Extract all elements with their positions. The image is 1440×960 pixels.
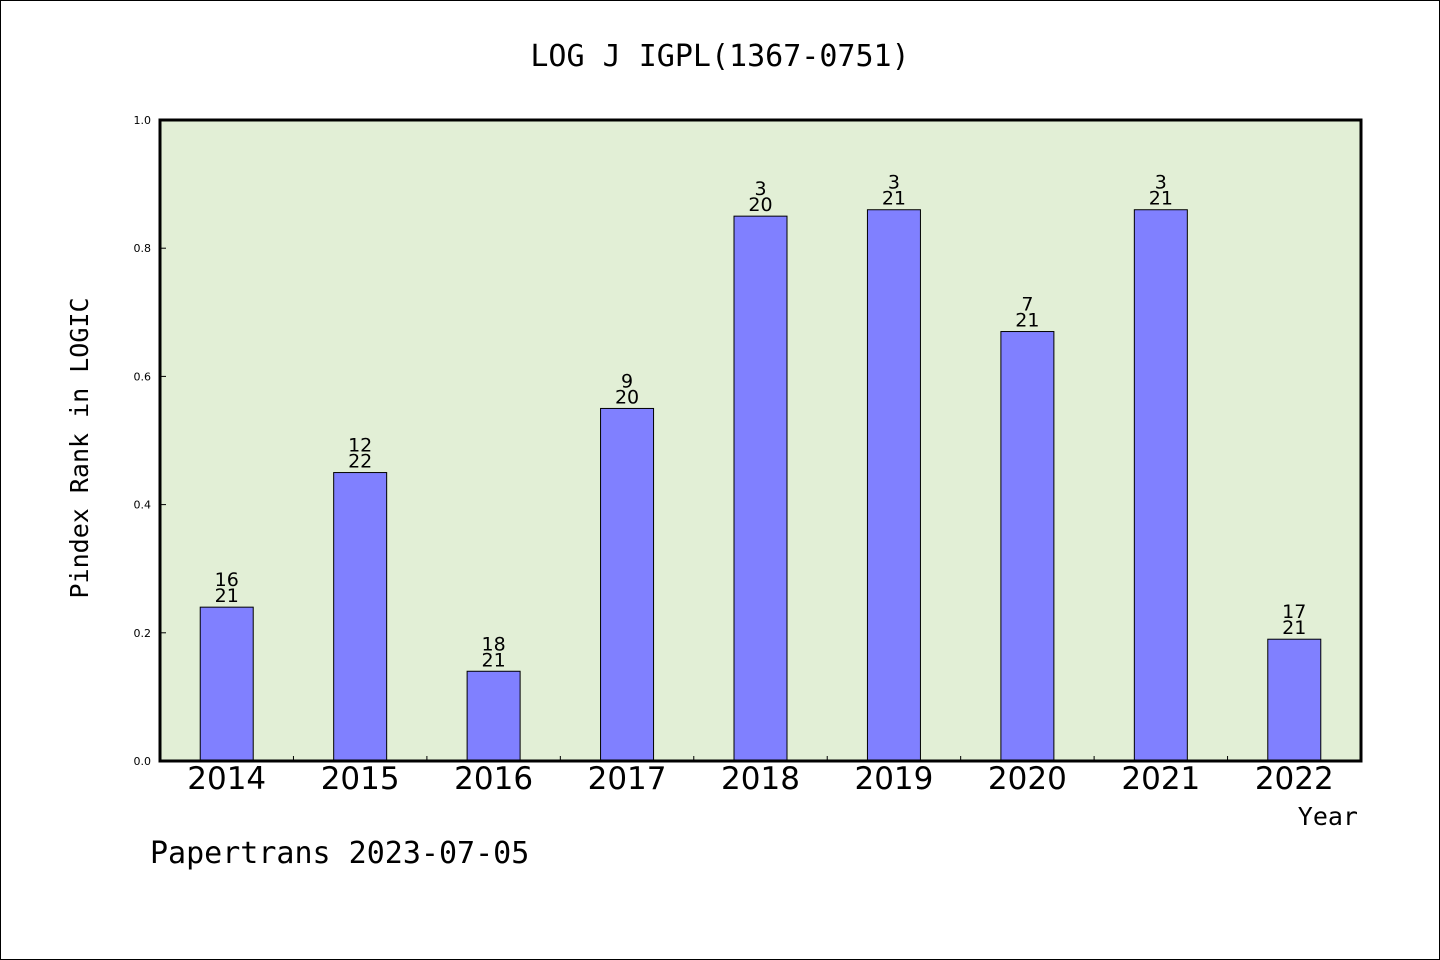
bar-label-bottom-2021: 21 bbox=[1149, 188, 1173, 210]
y-tick-label-0.4: 0.4 bbox=[134, 499, 152, 512]
x-axis-label: Year bbox=[1298, 802, 1358, 831]
x-tick-label-2016: 2016 bbox=[454, 761, 533, 797]
bar-label-bottom-2015: 22 bbox=[348, 451, 372, 473]
chart-title: LOG J IGPL(1367-0751) bbox=[530, 39, 909, 74]
bar-label-bottom-2016: 21 bbox=[482, 649, 506, 671]
bar-2016 bbox=[466, 670, 521, 762]
plot-border bbox=[158, 118, 1363, 763]
bar-label-top-2014: 16 bbox=[215, 569, 239, 591]
bar-2018 bbox=[733, 215, 788, 762]
bar-label-top-2015: 12 bbox=[348, 435, 372, 457]
bar-label-top-2021: 3 bbox=[1155, 172, 1167, 194]
bar-2021 bbox=[1133, 209, 1188, 762]
y-tick-label-0.0: 0.0 bbox=[134, 755, 152, 768]
x-tick-label-2017: 2017 bbox=[588, 761, 667, 797]
bar-label-top-2019: 3 bbox=[888, 172, 900, 194]
x-tick-label-2022: 2022 bbox=[1255, 761, 1334, 797]
x-tick-label-2019: 2019 bbox=[854, 761, 933, 797]
bar-2020 bbox=[1000, 331, 1055, 762]
bar-label-bottom-2014: 21 bbox=[215, 585, 239, 607]
y-tick-label-0.8: 0.8 bbox=[134, 242, 152, 255]
y-tick-label-0.6: 0.6 bbox=[134, 370, 152, 383]
bar-label-bottom-2019: 21 bbox=[882, 188, 906, 210]
bar-label-bottom-2022: 21 bbox=[1282, 617, 1306, 639]
bar-label-top-2020: 7 bbox=[1021, 294, 1033, 316]
bar-2017 bbox=[600, 407, 655, 762]
bar-2015 bbox=[333, 472, 388, 762]
y-tick-label-0.2: 0.2 bbox=[134, 627, 152, 640]
bar-label-bottom-2020: 21 bbox=[1015, 310, 1039, 332]
bars-group bbox=[199, 209, 1322, 762]
x-tick-label-2020: 2020 bbox=[988, 761, 1067, 797]
bar-2022 bbox=[1267, 638, 1322, 762]
bar-2019 bbox=[866, 209, 921, 762]
x-tick-label-2015: 2015 bbox=[321, 761, 400, 797]
y-axis: 0.0 0.2 0.4 0.6 0.8 1.0 bbox=[134, 114, 166, 768]
bar-label-bottom-2018: 20 bbox=[748, 194, 772, 216]
x-axis: 2014 2015 2016 2017 2018 2019 2020 2021 2022 bbox=[187, 756, 1334, 797]
y-axis-label: Pindex Rank in LOGIC bbox=[65, 297, 94, 598]
bar-label-top-2022: 17 bbox=[1282, 601, 1306, 623]
bar-label-top-2018: 3 bbox=[754, 178, 766, 200]
bar-label-bottom-2017: 20 bbox=[615, 386, 639, 408]
x-tick-label-2021: 2021 bbox=[1121, 761, 1200, 797]
x-tick-label-2018: 2018 bbox=[721, 761, 800, 797]
bar-2014 bbox=[199, 606, 254, 762]
bar-label-top-2016: 18 bbox=[482, 633, 506, 655]
x-tick-label-2014: 2014 bbox=[187, 761, 266, 797]
bar-label-top-2017: 9 bbox=[621, 370, 633, 392]
y-tick-label-1.0: 1.0 bbox=[134, 114, 152, 127]
footer-text: Papertrans 2023-07-05 bbox=[150, 836, 529, 871]
